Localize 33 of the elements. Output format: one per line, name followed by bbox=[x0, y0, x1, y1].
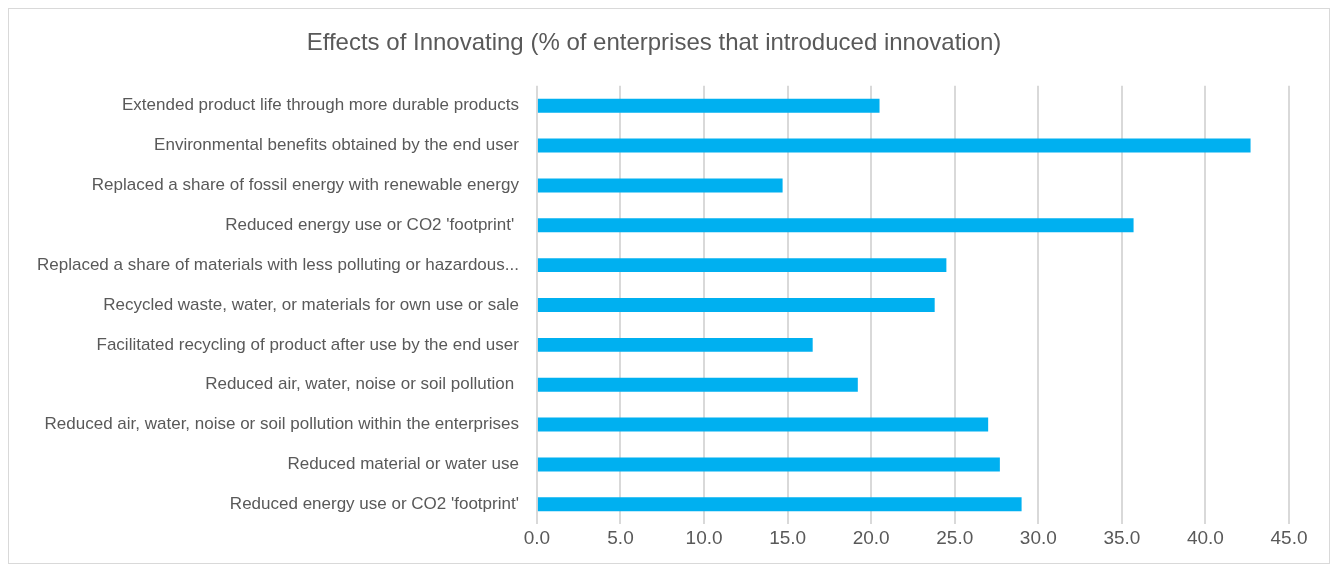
bar bbox=[537, 377, 858, 392]
x-tick-label: 5.0 bbox=[607, 526, 634, 548]
y-tick-label: Reduced energy use or CO2 'footprint' bbox=[225, 214, 519, 234]
bar bbox=[537, 138, 1251, 153]
bar bbox=[537, 178, 783, 193]
bar bbox=[537, 337, 813, 352]
x-tick-label: 40.0 bbox=[1186, 526, 1224, 548]
x-tick-label: 0.0 bbox=[523, 526, 551, 548]
x-tick-label: 45.0 bbox=[1270, 526, 1308, 548]
y-tick-label: Reduced energy use or CO2 'footprint' bbox=[229, 493, 519, 513]
bar bbox=[537, 258, 947, 273]
bar bbox=[537, 497, 1022, 512]
chart-title: Effects of Innovating (% of enterprises that introduced innovation) bbox=[306, 28, 1002, 56]
y-tick-label: Environmental benefits obtained by the end user bbox=[154, 135, 520, 155]
y-tick-label: Facilitated recycling of product after use by the end user bbox=[96, 334, 520, 354]
y-tick-label: Reduced air, water, noise or soil pollution bbox=[205, 374, 519, 394]
y-tick-label: Reduced air, water, noise or soil pollution within the enterprises bbox=[44, 414, 519, 434]
x-tick-label: 35.0 bbox=[1103, 526, 1141, 548]
x-tick-label: 20.0 bbox=[852, 526, 890, 548]
y-tick-label: Replaced a share of materials with less polluting or hazardous... bbox=[37, 254, 519, 274]
y-tick-label: Extended product life through more durable products bbox=[122, 95, 519, 115]
bar bbox=[537, 457, 1000, 472]
x-tick-label: 25.0 bbox=[936, 526, 974, 548]
bar bbox=[537, 417, 989, 432]
x-tick-label: 10.0 bbox=[685, 526, 723, 548]
y-tick-label: Replaced a share of fossil energy with renewable energy bbox=[91, 175, 520, 195]
x-tick-label: 30.0 bbox=[1019, 526, 1057, 548]
bar bbox=[537, 98, 880, 113]
x-tick-label: 15.0 bbox=[769, 526, 807, 548]
bar bbox=[537, 218, 1134, 233]
bar bbox=[537, 298, 935, 312]
y-tick-label: Recycled waste, water, or materials for own use or sale bbox=[103, 294, 519, 314]
y-tick-label: Reduced material or water use bbox=[287, 454, 519, 474]
